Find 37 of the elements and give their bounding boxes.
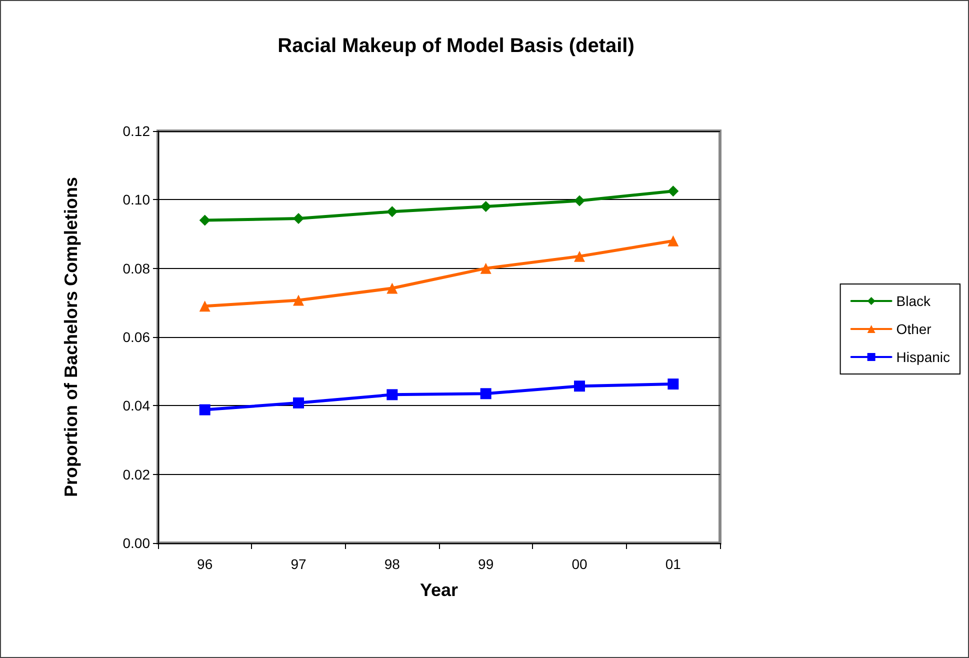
point (293, 397, 304, 408)
y-tick-label: 0.00 (122, 535, 150, 551)
point (668, 378, 679, 390)
x-axis-title: Year (420, 580, 458, 600)
x-tick-label: 99 (478, 556, 494, 572)
y-tick-label: 0.02 (122, 466, 150, 482)
legend-label: Black (896, 293, 932, 309)
point (386, 206, 398, 218)
y-tick-label: 0.12 (122, 123, 150, 139)
point (386, 389, 398, 400)
point (574, 195, 585, 206)
point (199, 300, 210, 312)
point (480, 262, 492, 274)
x-tick-label: 96 (197, 556, 213, 572)
x-tick-label: 98 (384, 556, 400, 572)
point (668, 186, 679, 197)
point (199, 214, 210, 226)
point (574, 250, 585, 262)
point (480, 201, 492, 212)
x-tick-label: 01 (665, 556, 682, 572)
x-tick-label: 97 (290, 556, 306, 572)
legend-label: Other (896, 321, 932, 337)
y-tick-label: 0.04 (122, 398, 150, 414)
point (293, 213, 304, 224)
y-tick-label: 0.10 (122, 192, 150, 208)
x-tick-label: 00 (572, 556, 588, 572)
legend-label: Hispanic (896, 349, 950, 365)
point (293, 294, 304, 306)
y-axis-title: Proportion of Bachelors Completions (61, 176, 81, 498)
y-tick-label: 0.08 (122, 260, 150, 276)
point (574, 380, 585, 392)
point (668, 235, 679, 246)
y-tick-label: 0.06 (122, 329, 150, 345)
point (480, 388, 492, 400)
point (199, 404, 210, 416)
point (386, 282, 398, 294)
chart-title: Racial Makeup of Model Basis (detail) (278, 35, 634, 57)
